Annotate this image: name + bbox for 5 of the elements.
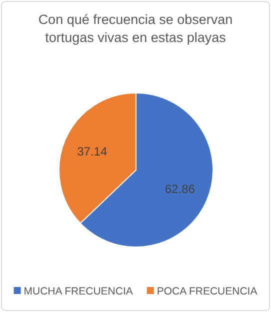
legend-label: POCA FRECUENCIA <box>156 286 258 298</box>
data-label: 37.14 <box>77 144 108 158</box>
chart-title: Con qué frecuencia se observan tortugas vivas en estas playas <box>38 12 233 45</box>
data-label: 62.86 <box>164 182 196 196</box>
legend-label: MUCHA FRECUENCIA <box>24 286 133 298</box>
